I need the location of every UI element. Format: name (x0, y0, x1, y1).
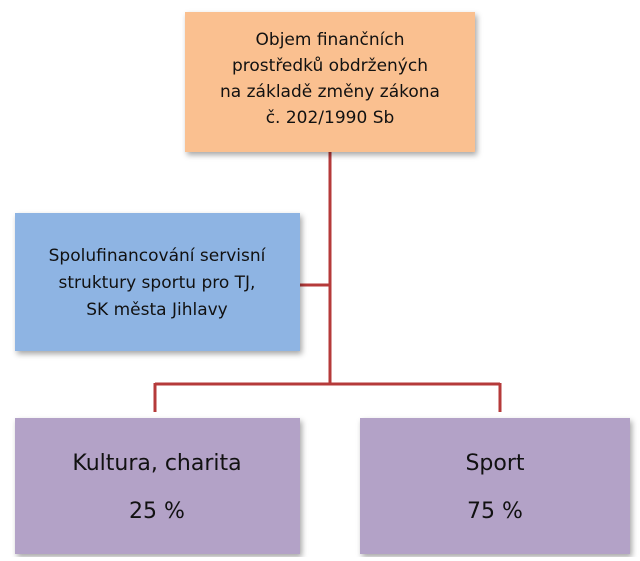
sport-box (360, 418, 630, 554)
culture-box (15, 418, 300, 554)
label: Sport (465, 451, 524, 476)
label: Objem finančních (256, 30, 405, 50)
connectors (153, 152, 502, 412)
label: struktury sportu pro TJ, (59, 273, 256, 293)
label: č. 202/1990 Sb (266, 108, 395, 128)
label: Kultura, charita (72, 451, 241, 476)
side-box (15, 213, 300, 351)
label: prostředků obdržených (232, 56, 428, 76)
label: Spolufinancování servisní (49, 246, 267, 266)
label: 25 % (129, 499, 185, 524)
label: SK města Jihlavy (86, 300, 227, 320)
top-box (185, 12, 475, 152)
label: 75 % (467, 499, 523, 524)
label: na základě změny zákona (220, 82, 440, 102)
